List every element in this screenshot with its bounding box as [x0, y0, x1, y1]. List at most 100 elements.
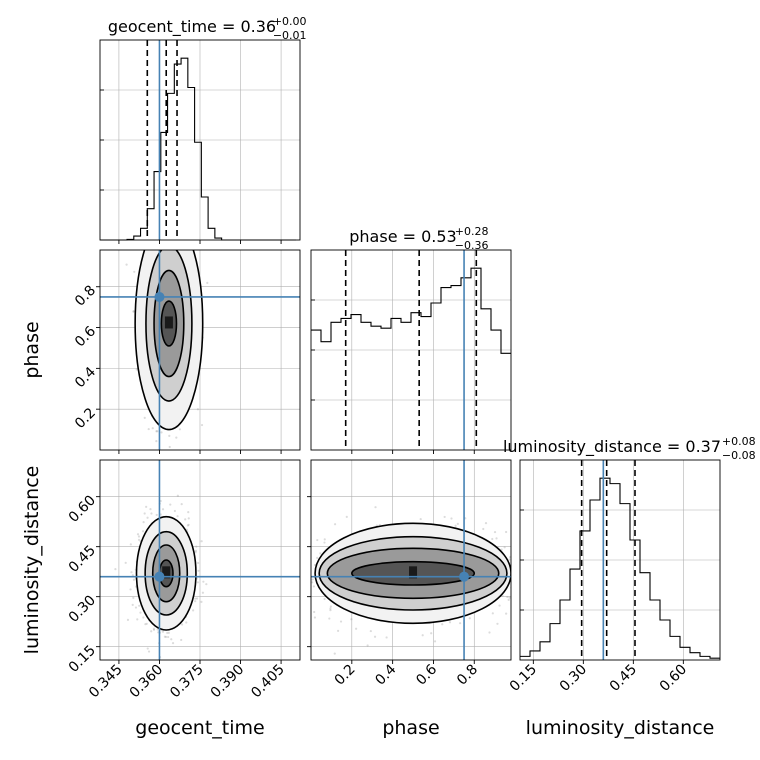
sample-point — [304, 583, 306, 585]
sample-point — [202, 580, 205, 583]
sample-point — [187, 523, 190, 526]
x-tick-label: 0.360 — [127, 662, 167, 702]
sample-point — [333, 652, 336, 655]
sample-point — [566, 571, 568, 573]
truth-point — [154, 571, 165, 582]
density-peak — [162, 566, 171, 579]
sample-point — [131, 603, 134, 607]
x-tick-label: 0.8 — [454, 662, 481, 689]
truth-point — [154, 291, 165, 302]
sample-point — [550, 563, 552, 565]
sample-point — [201, 591, 205, 594]
sample-point — [186, 247, 188, 249]
sample-point — [132, 578, 136, 581]
sample-point — [180, 638, 183, 642]
sample-point — [539, 566, 541, 568]
sample-point — [146, 516, 149, 519]
sample-point — [137, 535, 141, 538]
sample-point — [541, 577, 543, 579]
sample-point — [558, 581, 560, 583]
sample-point — [551, 583, 553, 585]
sample-point — [187, 511, 190, 514]
sample-point — [169, 237, 171, 239]
sample-point — [292, 567, 294, 569]
sample-point — [161, 508, 165, 511]
sample-point — [458, 622, 462, 625]
x-tick-label: 0.390 — [208, 662, 248, 702]
sample-point — [129, 588, 132, 591]
sample-point — [134, 606, 138, 609]
sample-point — [271, 520, 273, 522]
sample-point — [156, 247, 158, 249]
sample-point — [500, 548, 503, 551]
sample-point — [281, 548, 283, 550]
sample-point — [488, 631, 491, 634]
sample-point — [175, 436, 178, 439]
sample-point — [313, 616, 317, 619]
y-tick-label: 0.2 — [72, 405, 99, 432]
sample-point — [607, 573, 609, 575]
sample-point — [272, 586, 274, 588]
y-tick-label: 0.8 — [72, 282, 99, 309]
hist-title-geocent_time: geocent_time = 0.36 — [108, 17, 276, 37]
sample-point — [448, 621, 452, 624]
sample-point — [430, 632, 433, 635]
sample-point — [151, 427, 154, 430]
sample-point — [503, 546, 506, 549]
sample-point — [301, 561, 303, 563]
sample-point — [521, 576, 523, 578]
y-tick-label: 0.6 — [72, 323, 99, 350]
sample-point — [156, 628, 159, 631]
sample-point — [153, 245, 155, 247]
contour-line — [318, 535, 508, 611]
sample-point — [256, 553, 258, 555]
sample-point — [194, 549, 198, 552]
sample-point — [528, 583, 530, 585]
histogram-luminosity_distance — [520, 477, 720, 659]
sample-point — [307, 559, 309, 561]
sample-point — [573, 588, 575, 590]
sample-point — [278, 560, 280, 562]
sample-point — [312, 585, 316, 588]
sample-point — [168, 445, 171, 449]
sample-point — [531, 564, 533, 566]
sample-point — [160, 195, 162, 197]
sample-point — [548, 566, 550, 568]
sample-point — [171, 223, 173, 225]
sample-point — [133, 270, 136, 273]
sample-point — [517, 536, 519, 538]
sample-point — [526, 581, 528, 583]
sample-point — [181, 225, 183, 227]
sample-point — [171, 241, 173, 243]
sample-point — [162, 214, 164, 216]
sample-point — [493, 530, 497, 534]
sample-point — [533, 589, 535, 591]
sample-point — [138, 604, 141, 607]
density-panel-geocent_time-luminosity_distance — [96, 459, 301, 664]
sample-point — [146, 647, 149, 650]
hist-title-upper-error: +0.08 — [722, 435, 756, 448]
sample-point — [186, 246, 188, 248]
hist-title-lower-error: −0.36 — [455, 239, 489, 252]
sample-point — [369, 629, 372, 633]
sample-point — [263, 616, 265, 618]
sample-point — [132, 310, 135, 313]
sample-point — [171, 642, 175, 645]
sample-point — [178, 428, 182, 431]
y-tick-label: 0.15 — [66, 642, 99, 675]
sample-point — [450, 517, 453, 520]
sample-point — [238, 573, 240, 575]
sample-point — [505, 612, 508, 615]
sample-point — [142, 616, 145, 619]
sample-point — [366, 644, 369, 647]
sample-point — [301, 581, 303, 583]
sample-point — [280, 574, 282, 576]
sample-point — [272, 563, 274, 565]
y-tick-label: 0.60 — [66, 492, 99, 525]
sample-point — [171, 203, 173, 205]
sample-point — [454, 524, 457, 527]
sample-point — [551, 621, 553, 623]
sample-point — [200, 540, 203, 543]
sample-point — [167, 207, 169, 209]
sample-point — [303, 622, 305, 624]
